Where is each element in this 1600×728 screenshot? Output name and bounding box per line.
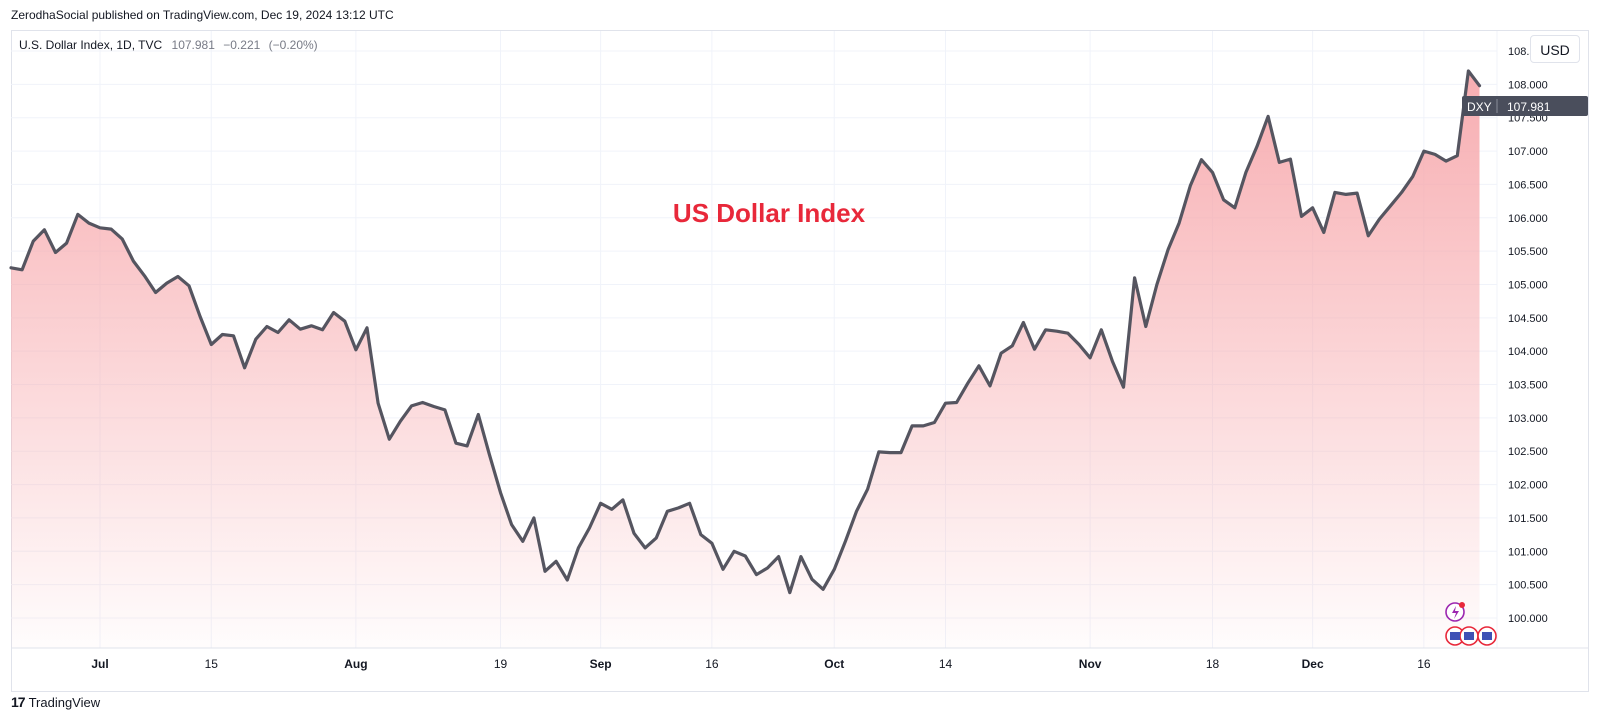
y-tick-label: 108.000 <box>1508 79 1548 91</box>
x-tick-label: Oct <box>824 657 844 671</box>
tradingview-brand: 17 TradingView <box>11 694 100 710</box>
tradingview-logo-icon: 17 <box>11 694 26 710</box>
y-tick-label: 105.500 <box>1508 246 1548 258</box>
x-tick-label: 18 <box>1206 657 1220 671</box>
published-line: ZerodhaSocial published on TradingView.c… <box>11 8 394 22</box>
y-tick-label: 100.500 <box>1508 580 1548 592</box>
y-tick-label: 106.000 <box>1508 213 1548 225</box>
y-tick-label: 105.000 <box>1508 279 1548 291</box>
y-tick-label: 104.000 <box>1508 346 1548 358</box>
event-icons[interactable] <box>1445 602 1497 646</box>
x-tick-label: 14 <box>939 657 953 671</box>
legend-symbol: U.S. Dollar Index, 1D, TVC <box>19 38 163 52</box>
y-tick-label: 102.000 <box>1508 480 1548 492</box>
y-tick-label: 103.000 <box>1508 413 1548 425</box>
brand-label: TradingView <box>28 694 101 710</box>
chart-title: US Dollar Index <box>673 198 866 228</box>
legend: U.S. Dollar Index, 1D, TVC 107.981 −0.22… <box>19 38 323 52</box>
legend-last: 107.981 <box>171 38 215 52</box>
currency-button[interactable]: USD <box>1530 35 1580 63</box>
y-tick-label: 101.500 <box>1508 513 1548 525</box>
x-tick-label: 19 <box>494 657 508 671</box>
y-tick-label: 106.500 <box>1508 179 1548 191</box>
x-tick-label: 16 <box>705 657 719 671</box>
x-tick-label: Dec <box>1302 657 1324 671</box>
legend-change-pct: (−0.20%) <box>268 38 318 52</box>
price-label-ticker: DXY <box>1467 100 1492 114</box>
y-axis: 108.500108.000107.500107.000106.500106.0… <box>1508 46 1548 625</box>
x-tick-label: Nov <box>1079 657 1102 671</box>
y-tick-label: 104.500 <box>1508 313 1548 325</box>
y-tick-label: 102.500 <box>1508 446 1548 458</box>
price-line <box>9 69 1482 595</box>
x-tick-label: 15 <box>205 657 219 671</box>
y-tick-label: 107.000 <box>1508 146 1548 158</box>
x-axis: Jul 15 Aug 19 Sep 16 Oct 14 Nov 18 Dec 16 <box>11 647 1589 671</box>
x-tick-label: Aug <box>344 657 367 671</box>
price-label: DXY 107.981 <box>1462 96 1588 116</box>
y-tick-label: 103.500 <box>1508 380 1548 392</box>
y-tick-label: 100.000 <box>1508 613 1548 625</box>
x-tick-label: 16 <box>1417 657 1431 671</box>
price-label-value: 107.981 <box>1507 100 1551 114</box>
x-tick-label: Jul <box>91 657 108 671</box>
area-fill <box>11 71 1480 648</box>
legend-change: −0.221 <box>223 38 261 52</box>
x-tick-label: Sep <box>590 657 612 671</box>
y-tick-label: 101.000 <box>1508 546 1548 558</box>
